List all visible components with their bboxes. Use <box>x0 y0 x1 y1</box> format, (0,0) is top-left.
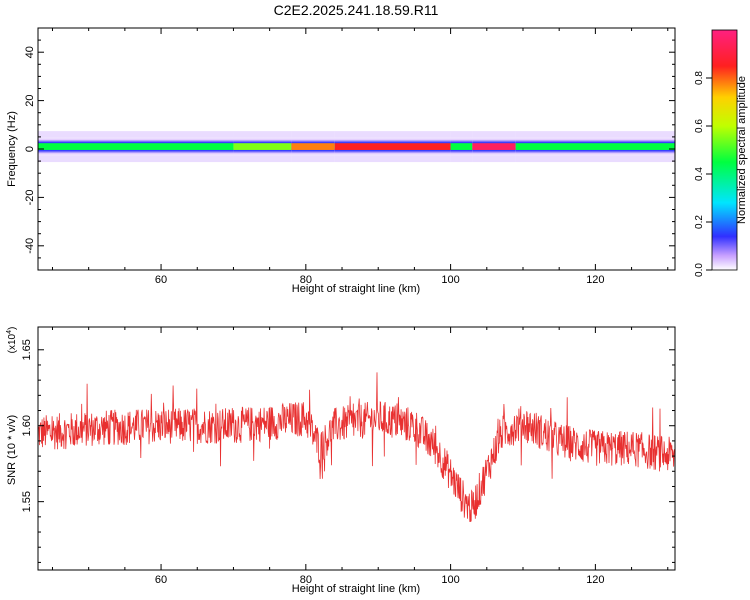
snr-panel: 60 80 100 120 1.55 1.60 1.65 Height of straig… <box>6 326 676 595</box>
spectrogram-y-ticks: -40 -20 0 20 40 <box>24 39 675 259</box>
spectrogram-x-axis-label: Height of straight line (km) <box>292 283 420 295</box>
snr-y-tick-label: 1.60 <box>21 415 33 436</box>
snr-x-axis-label: Height of straight line (km) <box>292 583 420 595</box>
spectrogram-x-tick-label: 80 <box>300 274 312 286</box>
snr-x-tick-label: 100 <box>441 574 459 586</box>
spectrogram-x-tick-label: 60 <box>155 274 167 286</box>
spectrogram-x-tick-label: 120 <box>586 274 604 286</box>
snr-series-line <box>38 372 675 523</box>
spectrogram-y-tick-label: 20 <box>24 94 36 106</box>
spectrogram-y-tick-label: -20 <box>24 189 36 205</box>
spectrogram-y-tick-label: -40 <box>24 238 36 254</box>
colorbar-tick-label: 0.8 <box>694 71 705 85</box>
spectrogram-band-core <box>450 143 473 150</box>
snr-x-ticks: 60 80 100 120 <box>51 327 669 586</box>
colorbar-tick-label: 0.2 <box>694 215 705 229</box>
spectrogram-band-core <box>38 143 234 150</box>
spectrogram-panel: 60 80 100 120 -40 -20 0 20 40 Height of straigh… <box>6 27 676 295</box>
snr-y-axis-label: SNR (10 * v/v) <box>6 415 18 485</box>
spectrogram-y-tick-label: 40 <box>24 46 36 58</box>
colorbar-tick-label: 0.0 <box>694 263 705 277</box>
spectrogram-band <box>38 131 675 163</box>
spectrogram-band-core <box>233 143 292 150</box>
snr-y-tick-label: 1.55 <box>21 491 33 512</box>
snr-y-ticks: 1.55 1.60 1.65 <box>21 339 675 563</box>
snr-axes-frame <box>37 326 676 571</box>
snr-x-tick-label: 120 <box>586 574 604 586</box>
spectrogram-y-axis-label: Frequency (Hz) <box>6 111 18 187</box>
colorbar-tick-label: 0.6 <box>694 119 705 133</box>
spectrogram-band-core <box>334 143 451 150</box>
colorbar-ticks: 0.0 0.2 0.4 0.6 0.8 <box>694 71 712 277</box>
snr-x-tick-label: 80 <box>300 574 312 586</box>
colorbar-label: Normalized spectral amplitude <box>736 76 748 224</box>
colorbar: 0.0 0.2 0.4 0.6 0.8 Normalized spectral ampl… <box>694 29 748 277</box>
svg-text:(x104): (x104) <box>6 327 18 354</box>
snr-y-multiplier: (x104) <box>6 327 18 354</box>
colorbar-tick-label: 0.4 <box>694 167 705 181</box>
snr-x-tick-label: 60 <box>155 574 167 586</box>
spectrogram-band-core <box>291 143 335 150</box>
spectrogram-x-tick-label: 100 <box>441 274 459 286</box>
snr-y-tick-label: 1.65 <box>21 339 33 360</box>
spectrogram-band-core <box>472 143 516 150</box>
figure-title: C2E2.2025.241.18.59.R11 <box>274 2 439 18</box>
spectrogram-y-tick-label: 0 <box>24 146 36 152</box>
colorbar-scale <box>711 29 738 271</box>
spectrogram-band-core <box>515 143 675 150</box>
spectrogram-x-ticks: 60 80 100 120 <box>51 28 669 286</box>
